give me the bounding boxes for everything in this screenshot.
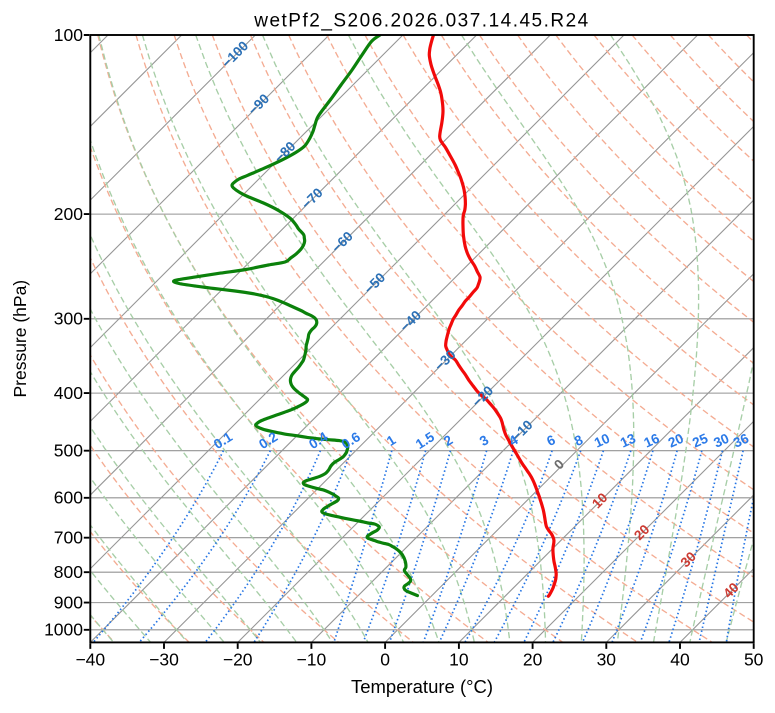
svg-text:Pressure (hPa): Pressure (hPa)	[10, 280, 30, 398]
svg-text:13: 13	[618, 431, 638, 451]
svg-text:300: 300	[54, 309, 83, 329]
svg-text:400: 400	[54, 383, 83, 403]
svg-text:−10: −10	[297, 650, 327, 670]
svg-text:100: 100	[54, 25, 83, 45]
svg-text:200: 200	[54, 204, 83, 224]
svg-text:30: 30	[711, 431, 731, 451]
svg-text:1000: 1000	[44, 620, 83, 640]
svg-text:10: 10	[592, 431, 612, 451]
svg-text:800: 800	[54, 562, 83, 582]
svg-text:36: 36	[731, 431, 751, 451]
svg-text:25: 25	[690, 431, 710, 451]
svg-text:16: 16	[642, 431, 662, 451]
svg-text:20: 20	[523, 650, 543, 670]
svg-text:−40: −40	[75, 650, 105, 670]
svg-text:50: 50	[744, 650, 764, 670]
svg-text:600: 600	[54, 488, 83, 508]
svg-text:500: 500	[54, 441, 83, 461]
svg-text:40: 40	[670, 650, 690, 670]
svg-text:900: 900	[54, 592, 83, 612]
svg-text:−20: −20	[223, 650, 253, 670]
svg-text:−30: −30	[149, 650, 179, 670]
svg-text:Temperature (°C): Temperature (°C)	[351, 676, 493, 697]
svg-text:20: 20	[666, 431, 686, 451]
svg-text:700: 700	[54, 528, 83, 548]
svg-text:wetPf2_S206.2026.037.14.45.R24: wetPf2_S206.2026.037.14.45.R24	[253, 11, 590, 32]
svg-text:10: 10	[449, 650, 469, 670]
svg-text:30: 30	[597, 650, 617, 670]
svg-text:0: 0	[380, 650, 390, 670]
